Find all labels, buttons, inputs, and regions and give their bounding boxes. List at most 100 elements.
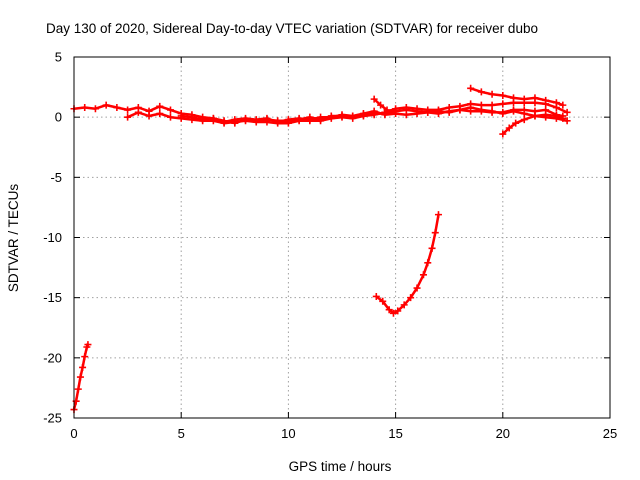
y-tick-label: -10 <box>43 230 62 245</box>
data-point <box>124 106 132 114</box>
data-point <box>74 385 82 393</box>
data-point <box>124 113 132 121</box>
x-tick-label: 0 <box>70 426 77 441</box>
data-point <box>520 116 528 124</box>
data-point <box>242 114 250 122</box>
data-point <box>284 116 292 124</box>
data-point <box>252 116 260 124</box>
data-point <box>389 309 397 317</box>
data-point <box>377 101 385 109</box>
data-point <box>156 102 164 110</box>
data-point <box>383 106 391 114</box>
data-point <box>499 110 507 118</box>
grid-lines <box>74 57 610 418</box>
data-point <box>563 108 571 116</box>
data-point <box>552 112 560 120</box>
series-band-c <box>177 104 571 126</box>
data-point <box>505 124 513 132</box>
data-point <box>499 92 507 100</box>
y-tick-label: 0 <box>55 110 62 125</box>
data-point <box>477 88 485 96</box>
data-point <box>81 353 89 361</box>
data-point <box>338 111 346 119</box>
y-tick-label: 5 <box>55 50 62 65</box>
data-point <box>559 114 567 122</box>
data-point <box>542 111 550 119</box>
y-tick-label: -5 <box>50 170 62 185</box>
data-point <box>563 117 571 125</box>
data-point <box>199 116 207 124</box>
data-point <box>542 96 550 104</box>
data-point <box>188 113 196 121</box>
y-tick-label: -20 <box>43 350 62 365</box>
data-point <box>81 104 89 112</box>
data-point <box>166 113 174 121</box>
data-point <box>102 101 110 109</box>
data-point <box>385 306 393 314</box>
data-point <box>407 294 415 302</box>
data-point <box>274 118 282 126</box>
data-point <box>400 301 408 309</box>
x-tick-label: 5 <box>178 426 185 441</box>
data-point <box>456 106 464 114</box>
data-point <box>379 297 387 305</box>
series-fall-right <box>499 111 567 138</box>
data-point <box>467 84 475 92</box>
data-point <box>134 108 142 116</box>
data-point <box>477 106 485 114</box>
data-point <box>499 100 507 108</box>
data-point <box>220 118 228 126</box>
axis-ticks: 0 5 10 15 20 25 -25 -20 -15 -10 -5 0 5 <box>43 50 617 442</box>
chart-title: Day 130 of 2020, Sidereal Day-to-day VTE… <box>46 21 538 36</box>
series-line <box>375 213 440 315</box>
data-point <box>113 104 121 112</box>
data-point <box>510 107 518 115</box>
series-line <box>469 87 565 107</box>
series-dip-recovery <box>372 211 442 317</box>
data-point <box>209 114 217 122</box>
data-point <box>145 112 153 120</box>
x-axis-label: GPS time / hours <box>289 459 392 474</box>
x-tick-label: 20 <box>496 426 510 441</box>
data-point <box>488 90 496 98</box>
data-series <box>70 84 571 414</box>
data-point <box>91 105 99 113</box>
data-point <box>531 112 539 120</box>
data-point <box>424 108 432 116</box>
data-point <box>402 111 410 119</box>
data-point <box>434 211 442 219</box>
data-point <box>263 114 271 122</box>
data-point <box>531 94 539 102</box>
data-point <box>370 107 378 115</box>
data-point <box>413 284 421 292</box>
data-point <box>79 363 87 371</box>
data-point <box>306 116 314 124</box>
y-tick-label: -15 <box>43 290 62 305</box>
data-point <box>552 99 560 107</box>
series-small-spike <box>370 95 391 114</box>
data-point <box>394 307 402 315</box>
data-point <box>156 110 164 118</box>
y-tick-label: -25 <box>43 411 62 426</box>
data-point <box>317 113 325 121</box>
data-point <box>434 110 442 118</box>
x-tick-label: 15 <box>388 426 402 441</box>
data-point <box>445 107 453 115</box>
data-point <box>392 110 400 118</box>
data-point <box>359 110 367 118</box>
data-point <box>327 113 335 121</box>
data-point <box>431 229 439 237</box>
data-point <box>295 114 303 122</box>
data-point <box>370 95 378 103</box>
data-point <box>413 110 421 118</box>
data-point <box>166 106 174 114</box>
data-point <box>520 95 528 103</box>
data-point <box>381 111 389 119</box>
data-point <box>402 104 410 112</box>
data-point <box>488 107 496 115</box>
data-point <box>428 244 436 252</box>
data-point <box>499 130 507 138</box>
x-tick-label: 10 <box>281 426 295 441</box>
data-point <box>512 119 520 127</box>
